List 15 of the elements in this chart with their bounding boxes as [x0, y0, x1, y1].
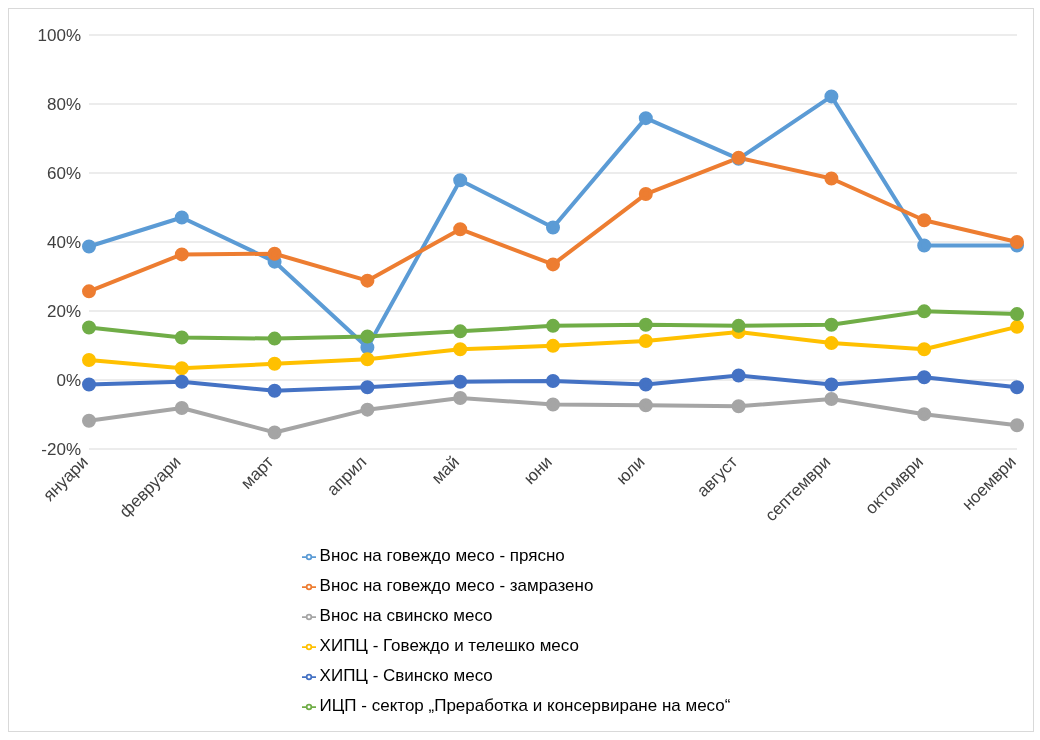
legend-label: ХИПЦ - Говеждо и телешко месо: [319, 636, 579, 655]
legend-label: ИЦП - сектор „Преработка и консервиране на месо“: [319, 696, 731, 715]
x-tick-label: юни: [520, 452, 556, 489]
y-tick-label: 0%: [56, 371, 81, 391]
x-tick-label: юли: [612, 452, 649, 489]
legend-label: ХИПЦ - Свинско месо: [319, 666, 493, 685]
y-tick-label: -20%: [41, 440, 81, 460]
y-tick-label: 40%: [46, 233, 81, 253]
legend-label: Внос на говеждо месо - замразено: [319, 576, 594, 595]
y-tick-label: 80%: [46, 95, 81, 115]
y-tick-label: 20%: [46, 302, 81, 322]
y-tick-label: 60%: [46, 164, 81, 184]
legend-label: Внос на свинско месо: [319, 606, 493, 625]
legend-label: Внос на говеждо месо - прясно: [319, 546, 565, 565]
y-tick-label: 100%: [37, 26, 81, 46]
